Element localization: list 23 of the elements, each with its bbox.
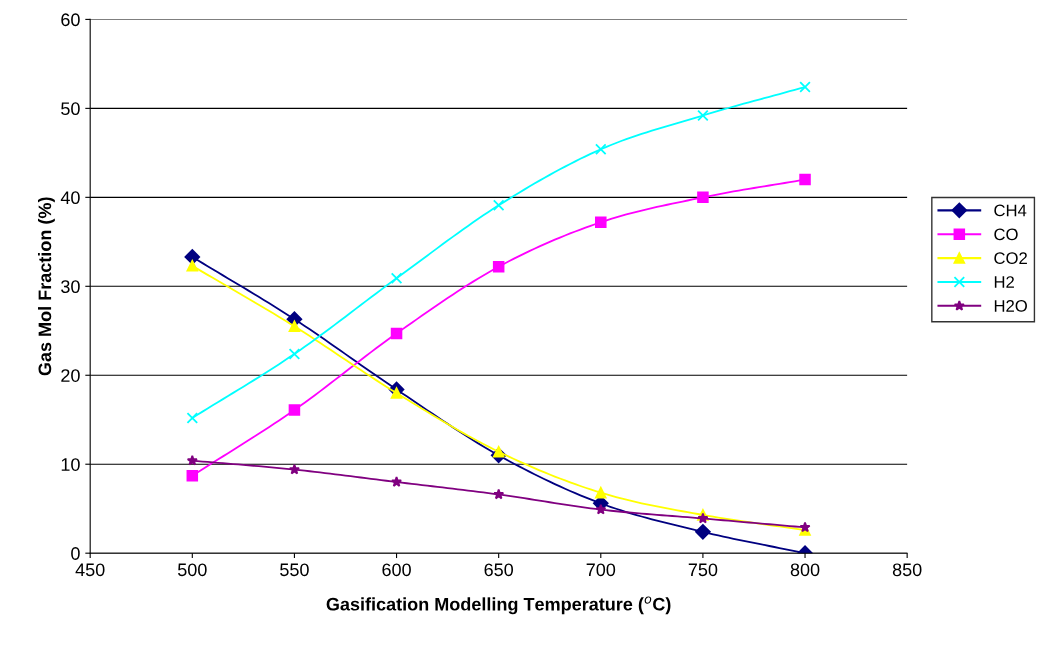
y-tick-label: 40: [60, 191, 80, 205]
legend-label: CO: [994, 228, 1018, 241]
x-tick-label: 600: [382, 563, 411, 577]
x-tick-label: 500: [177, 563, 207, 577]
legend-label: H2O: [994, 300, 1027, 312]
y-axis-title: Gas Mol Fraction (%): [37, 197, 55, 376]
x-tick-label: 550: [280, 563, 309, 577]
legend-label: CH4: [994, 204, 1027, 217]
y-tick-label: 30: [61, 280, 80, 294]
y-tick-label: 20: [61, 369, 80, 382]
x-tick-label: 450: [75, 563, 105, 577]
y-tick-label: 10: [61, 458, 80, 471]
y-tick-label: 60: [61, 13, 80, 27]
x-tick-label: 750: [688, 563, 718, 577]
legend-label: H2: [994, 276, 1014, 288]
x-tick-label: 850: [892, 563, 922, 577]
x-tick-label: 800: [790, 563, 820, 577]
legend-label: CO2: [994, 252, 1027, 265]
x-axis-title: Gasification Modelling Temperature ($^{o}$C): [326, 596, 671, 615]
x-tick-label: 700: [586, 563, 616, 577]
y-tick-label: 50: [61, 102, 80, 116]
y-tick-label: 0: [71, 547, 80, 560]
x-tick-label: 650: [484, 563, 514, 577]
